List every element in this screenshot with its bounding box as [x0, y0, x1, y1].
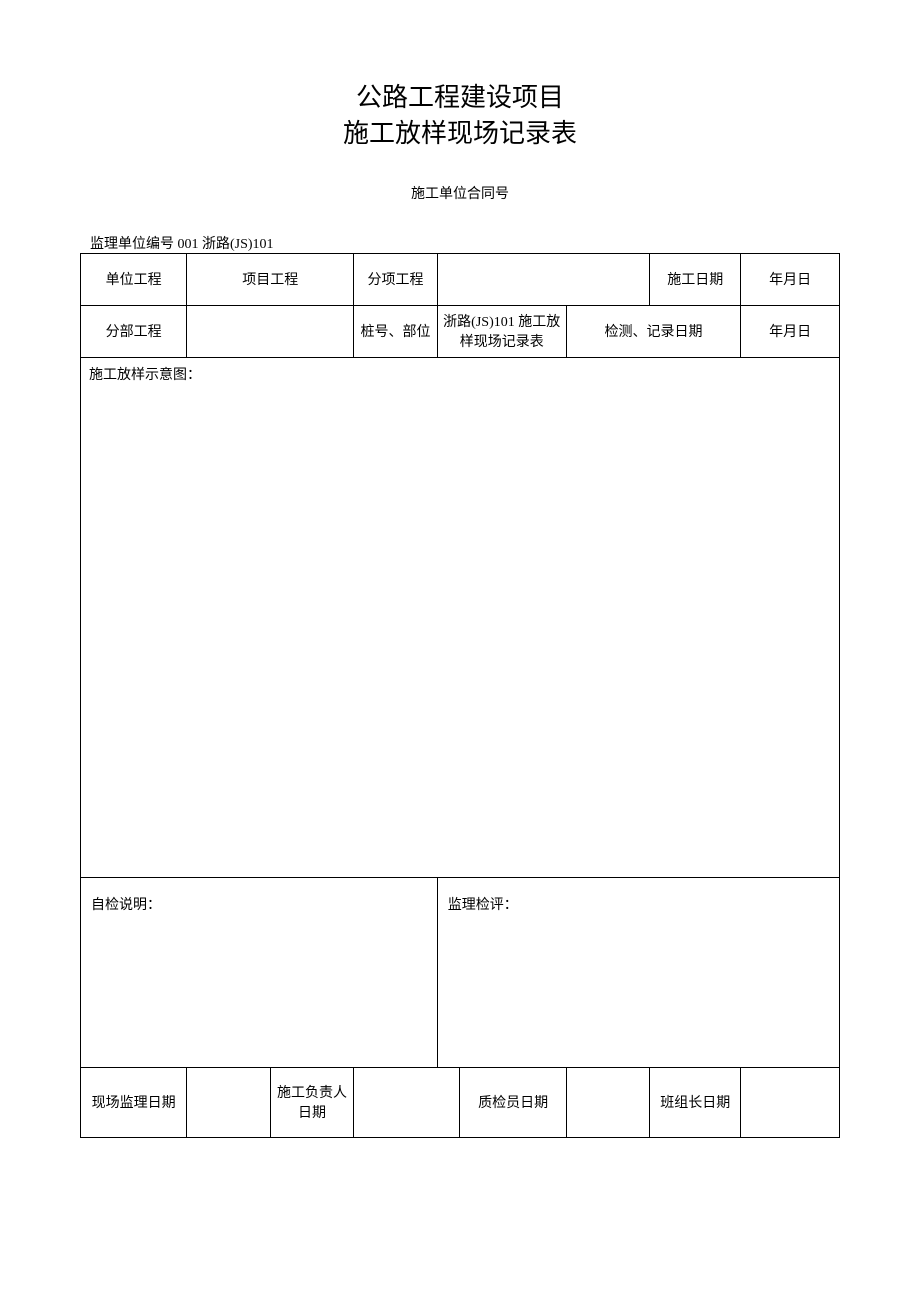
subdivision-value [187, 305, 354, 357]
comments-row: 自检说明： 监理检评： [81, 877, 840, 1067]
title-line-1: 公路工程建设项目 [80, 80, 840, 116]
subdivision-label: 分部工程 [81, 305, 187, 357]
header-row-1: 单位工程 项目工程 分项工程 施工日期 年月日 [81, 253, 840, 305]
diagram-row: 施工放样示意图： [81, 357, 840, 877]
signature-row: 现场监理日期 施工负责人日期 质检员日期 班组长日期 [81, 1067, 840, 1137]
team-lead-date-value [741, 1067, 840, 1137]
header-row-2: 分部工程 桩号、部位 浙路(JS)101 施工放样现场记录表 检测、记录日期 年… [81, 305, 840, 357]
site-supervisor-date-label: 现场监理日期 [81, 1067, 187, 1137]
self-check-cell: 自检说明： [81, 877, 438, 1067]
record-table: 单位工程 项目工程 分项工程 施工日期 年月日 分部工程 桩号、部位 浙路(JS… [80, 253, 840, 1138]
team-lead-date-label: 班组长日期 [650, 1067, 741, 1137]
subitem-value [437, 253, 650, 305]
qc-date-label: 质检员日期 [460, 1067, 566, 1137]
pre-table-text: 监理单位编号 001 浙路(JS)101 [90, 233, 840, 253]
record-date-value: 年月日 [741, 305, 840, 357]
construction-lead-date-value [354, 1067, 460, 1137]
project-label: 项目工程 [187, 253, 354, 305]
title-line-2: 施工放样现场记录表 [80, 116, 840, 152]
construction-lead-date-label: 施工负责人日期 [270, 1067, 353, 1137]
pile-position-label: 桩号、部位 [354, 305, 437, 357]
subtitle: 施工单位合同号 [80, 183, 840, 203]
supervisor-comment-cell: 监理检评： [437, 877, 839, 1067]
pile-position-value: 浙路(JS)101 施工放样现场记录表 [437, 305, 566, 357]
site-supervisor-date-value [187, 1067, 270, 1137]
record-date-label: 检测、记录日期 [566, 305, 741, 357]
diagram-cell: 施工放样示意图： [81, 357, 840, 877]
construction-date-value: 年月日 [741, 253, 840, 305]
subitem-label: 分项工程 [354, 253, 437, 305]
document-title: 公路工程建设项目 施工放样现场记录表 [80, 80, 840, 153]
qc-date-value [566, 1067, 649, 1137]
unit-project-label: 单位工程 [81, 253, 187, 305]
construction-date-label: 施工日期 [650, 253, 741, 305]
